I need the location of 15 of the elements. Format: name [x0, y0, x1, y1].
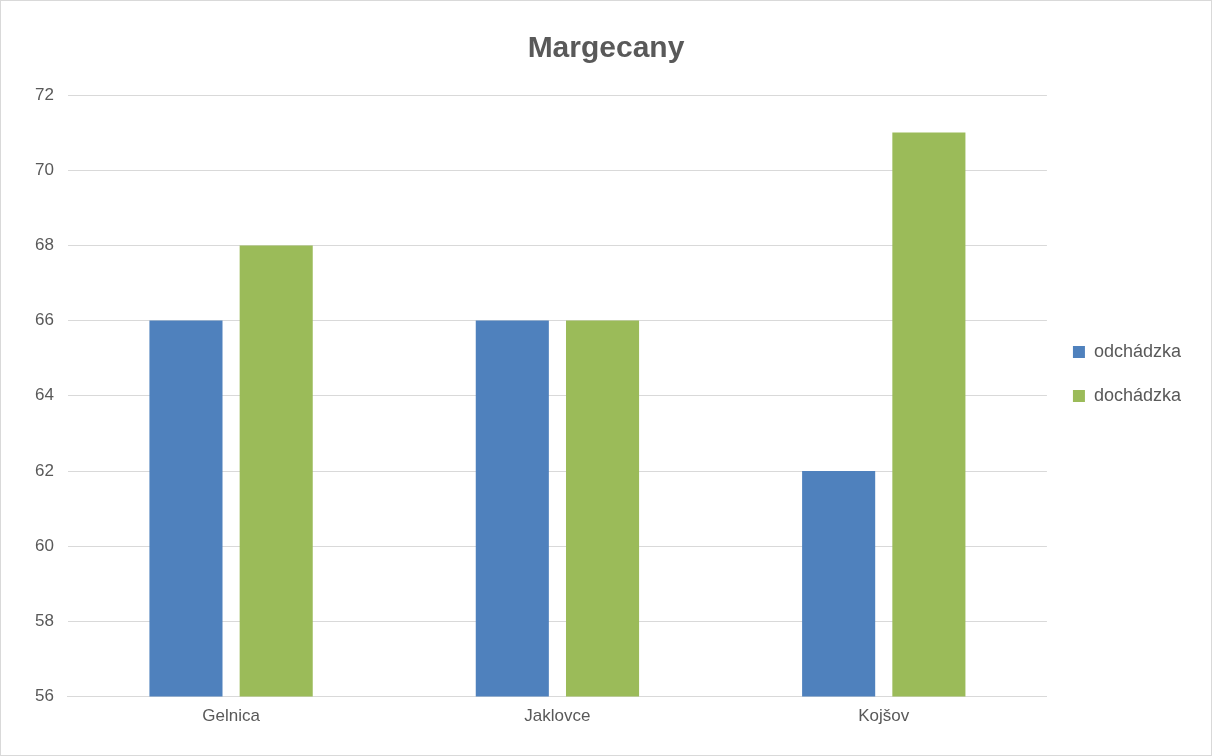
y-tick-label: 62 — [34, 460, 54, 480]
y-tick-label: 56 — [34, 686, 54, 706]
y-tick-label: 60 — [34, 535, 54, 555]
y-tick-label: 70 — [34, 159, 54, 179]
y-tick-label: 58 — [34, 611, 54, 631]
legend-label: dochádzka — [1093, 384, 1182, 405]
x-tick-label: Kojšov — [858, 706, 910, 726]
chart-title: Margecany — [527, 30, 685, 64]
y-tick-label: 68 — [34, 235, 54, 255]
y-tick-label: 72 — [34, 84, 54, 104]
x-tick-label: Jaklovce — [524, 706, 591, 726]
x-tick-label: Gelnica — [202, 706, 261, 726]
y-tick-label: 64 — [34, 385, 54, 405]
y-tick-label: 66 — [34, 310, 54, 330]
legend-label: odchádzka — [1093, 340, 1182, 361]
